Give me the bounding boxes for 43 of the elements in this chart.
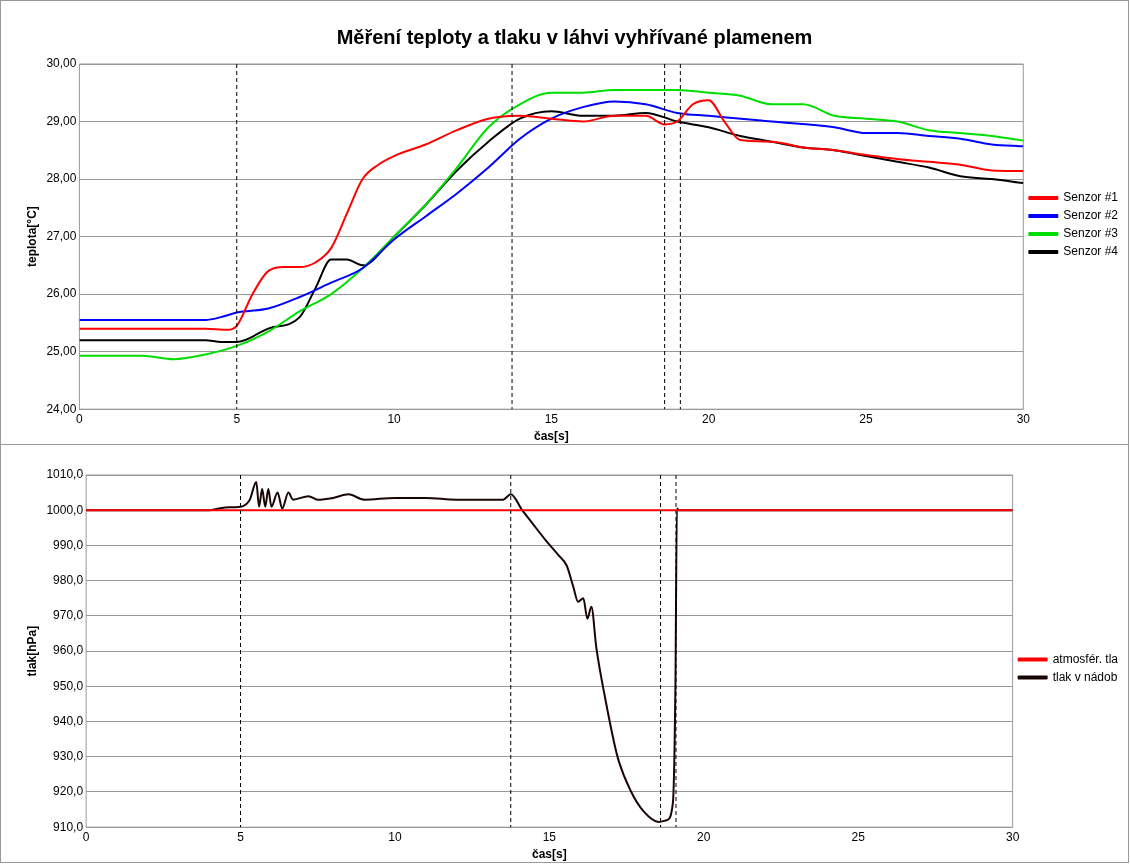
y-tick-label: 28,00 (46, 171, 77, 186)
y-tick-label: 26,00 (46, 286, 77, 301)
legend-label: Senzor #4 (1063, 244, 1119, 259)
y-tick-label: 24,00 (46, 401, 77, 416)
x-axis-title: čas[s] (532, 847, 567, 862)
x-tick-label: 25 (851, 829, 866, 844)
y-tick-label: 990,0 (53, 537, 84, 552)
y-tick-label: 970,0 (53, 608, 84, 623)
x-tick-label: 5 (233, 411, 241, 426)
x-tick-label: 5 (237, 829, 245, 844)
x-tick-label: 20 (701, 411, 716, 426)
y-tick-label: 920,0 (53, 784, 84, 799)
legend-label: tlak v nádob (1052, 669, 1118, 684)
y-tick-label: 29,00 (46, 113, 77, 128)
x-tick-label: 30 (1005, 829, 1020, 844)
x-tick-label: 30 (1016, 411, 1031, 426)
x-tick-label: 20 (697, 829, 711, 844)
legend-label: atmosfér. tla (1052, 651, 1119, 666)
y-tick-label: 1000,0 (46, 502, 84, 517)
x-tick-label: 15 (544, 411, 559, 426)
y-tick-label: 950,0 (53, 678, 84, 693)
y-tick-label: 980,0 (53, 572, 84, 587)
chart-title: Měření teploty a tlaku v láhvi vyhřívané plamenem (336, 25, 813, 48)
legend-label: Senzor #2 (1063, 208, 1119, 223)
y-axis-title: teplota[°C] (24, 206, 39, 267)
x-tick-label: 10 (388, 829, 402, 844)
x-tick-label: 10 (387, 411, 402, 426)
x-tick-label: 25 (859, 411, 873, 426)
y-tick-label: 930,0 (53, 749, 84, 764)
y-tick-label: 910,0 (53, 819, 84, 834)
x-tick-label: 0 (82, 829, 90, 844)
y-tick-label: 30,00 (46, 56, 77, 71)
y-tick-label: 960,0 (53, 643, 84, 658)
y-tick-label: 940,0 (53, 713, 84, 728)
y-tick-label: 27,00 (46, 228, 77, 243)
y-axis-title: tlak[hPa] (24, 625, 39, 677)
x-axis-title: čas[s] (534, 429, 569, 444)
y-tick-label: 1010,0 (46, 467, 84, 482)
legend-label: Senzor #1 (1063, 190, 1119, 205)
x-tick-label: 0 (76, 411, 84, 426)
x-tick-label: 15 (542, 829, 557, 844)
y-tick-label: 25,00 (46, 343, 77, 358)
legend-label: Senzor #3 (1063, 226, 1119, 241)
